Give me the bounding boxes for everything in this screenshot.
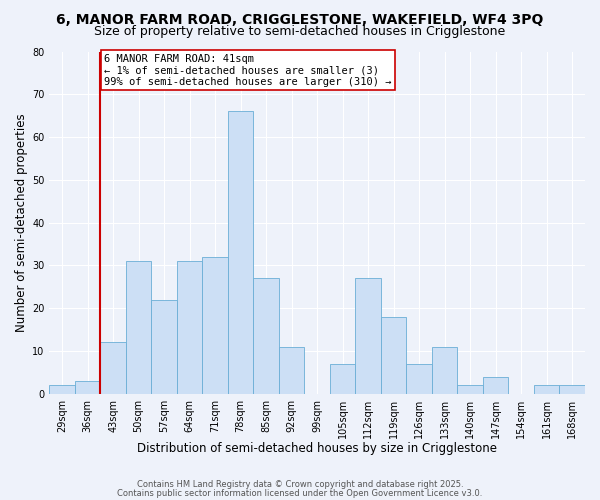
- Bar: [483, 376, 508, 394]
- Bar: [126, 261, 151, 394]
- Text: Contains public sector information licensed under the Open Government Licence v3: Contains public sector information licen…: [118, 488, 482, 498]
- Bar: [279, 346, 304, 394]
- Bar: [49, 385, 75, 394]
- Bar: [75, 381, 100, 394]
- Bar: [406, 364, 432, 394]
- Bar: [330, 364, 355, 394]
- Bar: [202, 257, 228, 394]
- X-axis label: Distribution of semi-detached houses by size in Crigglestone: Distribution of semi-detached houses by …: [137, 442, 497, 455]
- Y-axis label: Number of semi-detached properties: Number of semi-detached properties: [15, 114, 28, 332]
- Text: 6, MANOR FARM ROAD, CRIGGLESTONE, WAKEFIELD, WF4 3PQ: 6, MANOR FARM ROAD, CRIGGLESTONE, WAKEFI…: [56, 12, 544, 26]
- Text: Contains HM Land Registry data © Crown copyright and database right 2025.: Contains HM Land Registry data © Crown c…: [137, 480, 463, 489]
- Bar: [432, 346, 457, 394]
- Bar: [151, 300, 177, 394]
- Text: 6 MANOR FARM ROAD: 41sqm
← 1% of semi-detached houses are smaller (3)
99% of sem: 6 MANOR FARM ROAD: 41sqm ← 1% of semi-de…: [104, 54, 392, 87]
- Bar: [253, 278, 279, 394]
- Bar: [381, 316, 406, 394]
- Bar: [355, 278, 381, 394]
- Bar: [559, 385, 585, 394]
- Bar: [534, 385, 559, 394]
- Bar: [457, 385, 483, 394]
- Text: Size of property relative to semi-detached houses in Crigglestone: Size of property relative to semi-detach…: [94, 25, 506, 38]
- Bar: [228, 112, 253, 394]
- Bar: [177, 261, 202, 394]
- Bar: [100, 342, 126, 394]
